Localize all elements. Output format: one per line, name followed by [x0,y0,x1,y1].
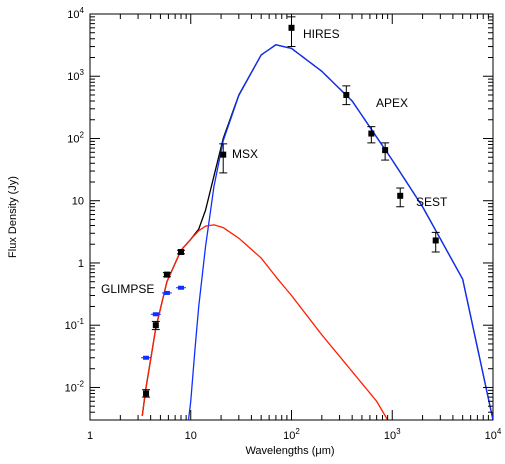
annotation-msx: MSX [232,147,258,161]
glimpse-point [152,312,159,317]
data-point [152,322,159,329]
y-tick-label: 10-2 [65,379,85,394]
data-point [397,192,404,199]
data-point [368,130,375,137]
x-tick-label: 10 [185,430,197,442]
data-point [163,271,170,278]
warm-component-curve [141,224,389,420]
x-tick-label: 103 [384,427,401,442]
data-point [382,147,389,154]
annotation-glimpse: GLIMPSE [101,282,154,296]
y-axis-title: Flux Density (Jy) [7,176,19,258]
y-tick-label: 1 [78,258,84,270]
annotation-apex: APEX [376,96,408,110]
total-model-curve [141,44,493,420]
y-tick-label: 103 [67,68,84,83]
glimpse-point [163,290,170,295]
y-tick-label: 104 [67,6,84,21]
glimpse-point [143,355,150,360]
glimpse-point [177,285,184,290]
data-point [432,237,439,244]
data-point [143,390,150,397]
cold-component-curve [187,44,493,420]
x-tick-label: 102 [283,427,300,442]
y-tick-label: 10 [72,196,84,208]
x-axis-title: Wavelengths (μm) [245,445,334,457]
x-tick-label: 104 [485,427,502,442]
data-point [288,24,295,31]
annotation-sest: SEST [416,195,448,209]
x-tick-label: 1 [87,430,93,442]
annotation-hires: HIRES [303,27,340,41]
y-tick-label: 102 [67,130,84,145]
y-tick-label: 10-1 [65,317,85,332]
data-point [343,91,350,98]
data-point [220,151,227,158]
data-point [177,249,184,256]
